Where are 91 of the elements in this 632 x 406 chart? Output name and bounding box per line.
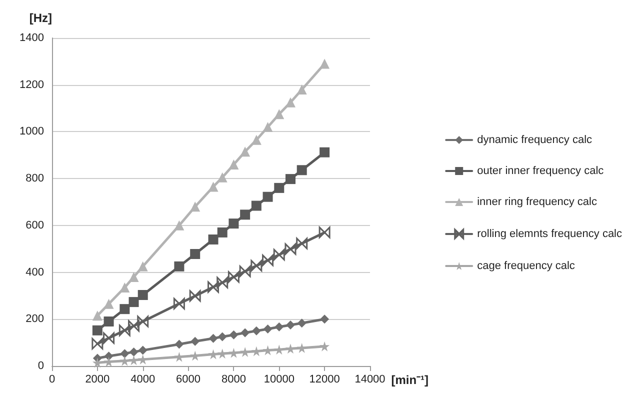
point [273, 248, 285, 260]
point [190, 249, 200, 260]
x-axis-title: [min⁻¹] [391, 373, 429, 387]
y-tick-label: 0 [38, 360, 44, 372]
point [240, 210, 250, 220]
x-tick-label: 14000 [354, 374, 386, 386]
y-tick-label: 1200 [20, 78, 44, 91]
y-tick-label: 1000 [20, 126, 44, 138]
point [274, 322, 284, 332]
point [208, 334, 218, 343]
point [217, 172, 228, 182]
point [120, 304, 130, 314]
point [137, 316, 149, 328]
point [262, 122, 273, 132]
point [229, 330, 238, 340]
point [138, 261, 148, 272]
point [228, 160, 239, 170]
point [297, 318, 306, 328]
point [228, 271, 240, 283]
point [190, 336, 200, 346]
point [296, 84, 307, 95]
point [128, 272, 139, 282]
point [320, 341, 330, 352]
y-tick-label: 400 [26, 266, 44, 278]
x-tick-label: 6000 [176, 374, 201, 386]
point [228, 218, 239, 229]
point [174, 261, 184, 272]
x-tick-label: 4000 [130, 374, 156, 386]
point [189, 290, 201, 302]
point [274, 109, 284, 120]
point [286, 97, 296, 108]
point [263, 324, 272, 334]
point [274, 182, 284, 193]
point [92, 338, 104, 350]
y-tick-label: 800 [26, 172, 44, 185]
point [174, 340, 184, 349]
x-tick-label: 0 [48, 374, 56, 386]
legend-label: dynamic frequency calc [477, 134, 593, 146]
y-tick-label: 600 [26, 219, 44, 232]
point [120, 282, 130, 293]
point [296, 165, 307, 176]
point [251, 200, 262, 211]
point [208, 182, 218, 192]
point [320, 147, 330, 158]
point [208, 281, 220, 293]
point [240, 146, 250, 157]
legend-label: inner ring frequency calc [477, 196, 598, 208]
point [104, 352, 114, 361]
point [128, 297, 139, 308]
y-tick-label: 1400 [20, 32, 44, 44]
point [173, 298, 185, 310]
x-tick-label: 8000 [221, 374, 246, 386]
point [104, 298, 114, 309]
legend-label: outer inner frequency calc [477, 165, 604, 177]
point [118, 324, 130, 336]
point [92, 325, 102, 336]
point [218, 332, 227, 342]
point [239, 266, 251, 278]
point [129, 347, 138, 356]
point [286, 320, 295, 330]
legend-label: rolling elemnts frequency calc [477, 228, 622, 240]
point [92, 310, 102, 321]
x-tick-label: 2000 [85, 374, 110, 386]
point [190, 202, 200, 212]
point [174, 220, 184, 230]
point [208, 234, 218, 244]
point [284, 243, 296, 255]
point [138, 290, 148, 300]
point [286, 174, 296, 184]
point [296, 238, 308, 250]
point [216, 276, 228, 288]
point [262, 192, 273, 202]
x-tick-label: 12000 [309, 374, 340, 386]
point [318, 226, 330, 238]
y-tick-label: 200 [26, 313, 44, 326]
x-tick-label: 10000 [264, 374, 294, 386]
y-axis-title: [Hz] [29, 11, 52, 25]
point [103, 332, 115, 344]
point [120, 349, 130, 358]
point [250, 260, 262, 272]
point [262, 254, 274, 266]
point [320, 58, 330, 69]
point [217, 227, 228, 238]
legend-label: cage frequency calc [477, 260, 576, 272]
point [104, 316, 114, 326]
point [128, 320, 140, 332]
point [138, 346, 148, 355]
point [240, 328, 250, 338]
point [252, 326, 261, 336]
point [217, 348, 228, 359]
point [320, 314, 330, 324]
